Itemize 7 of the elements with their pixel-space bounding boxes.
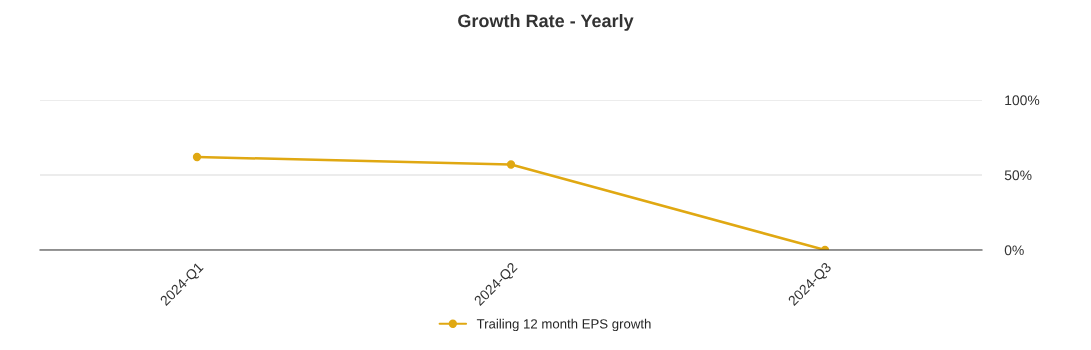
y-tick-label: 100% [1005, 95, 1040, 106]
point [192, 152, 202, 162]
chart-title: Growth Rate - Yearly [458, 14, 634, 31]
point [506, 160, 516, 169]
legend-label: Trailing 12 month EPS growth [476, 318, 651, 332]
y-tick-label: 50% [1004, 170, 1032, 181]
y-tick-label: 0% [1004, 245, 1024, 256]
